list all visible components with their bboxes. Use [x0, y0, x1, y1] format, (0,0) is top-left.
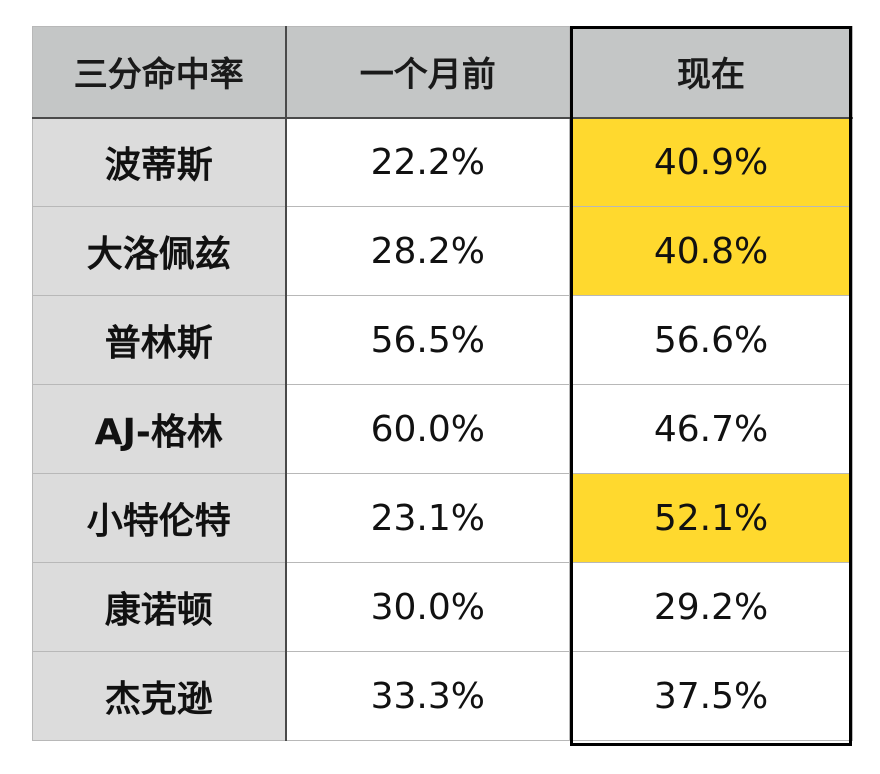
stats-table-container: 三分命中率 一个月前 现在 波蒂斯 22.2% 40.9% 大洛佩兹 28.2%… — [32, 26, 853, 746]
table-row: 大洛佩兹 28.2% 40.8% — [32, 206, 853, 296]
player-name: 大洛佩兹 — [32, 206, 287, 296]
table-row: 普林斯 56.5% 56.6% — [32, 295, 853, 385]
now-value: 40.8% — [569, 206, 853, 296]
now-value: 37.5% — [569, 651, 853, 741]
table-row: 波蒂斯 22.2% 40.9% — [32, 117, 853, 207]
month-ago-value: 22.2% — [285, 117, 570, 207]
table-row: 杰克逊 33.3% 37.5% — [32, 651, 853, 741]
header-row: 三分命中率 一个月前 现在 — [32, 26, 853, 119]
month-ago-value: 60.0% — [285, 384, 570, 474]
player-name: 康诺顿 — [32, 562, 287, 652]
now-value: 29.2% — [569, 562, 853, 652]
player-name: 普林斯 — [32, 295, 287, 385]
now-value: 56.6% — [569, 295, 853, 385]
player-name: AJ-格林 — [32, 384, 287, 474]
month-ago-value: 23.1% — [285, 473, 570, 563]
player-name: 杰克逊 — [32, 651, 287, 741]
month-ago-value: 56.5% — [285, 295, 570, 385]
month-ago-value: 28.2% — [285, 206, 570, 296]
table-row: 小特伦特 23.1% 52.1% — [32, 473, 853, 563]
header-month-ago: 一个月前 — [285, 26, 570, 119]
now-value: 46.7% — [569, 384, 853, 474]
player-name: 小特伦特 — [32, 473, 287, 563]
table-row: 康诺顿 30.0% 29.2% — [32, 562, 853, 652]
header-stat: 三分命中率 — [32, 26, 287, 119]
month-ago-value: 33.3% — [285, 651, 570, 741]
month-ago-value: 30.0% — [285, 562, 570, 652]
now-value: 40.9% — [569, 117, 853, 207]
now-value: 52.1% — [569, 473, 853, 563]
header-now: 现在 — [569, 26, 853, 119]
table-row: AJ-格林 60.0% 46.7% — [32, 384, 853, 474]
three-point-stats-table: 三分命中率 一个月前 现在 波蒂斯 22.2% 40.9% 大洛佩兹 28.2%… — [32, 26, 853, 741]
player-name: 波蒂斯 — [32, 117, 287, 207]
